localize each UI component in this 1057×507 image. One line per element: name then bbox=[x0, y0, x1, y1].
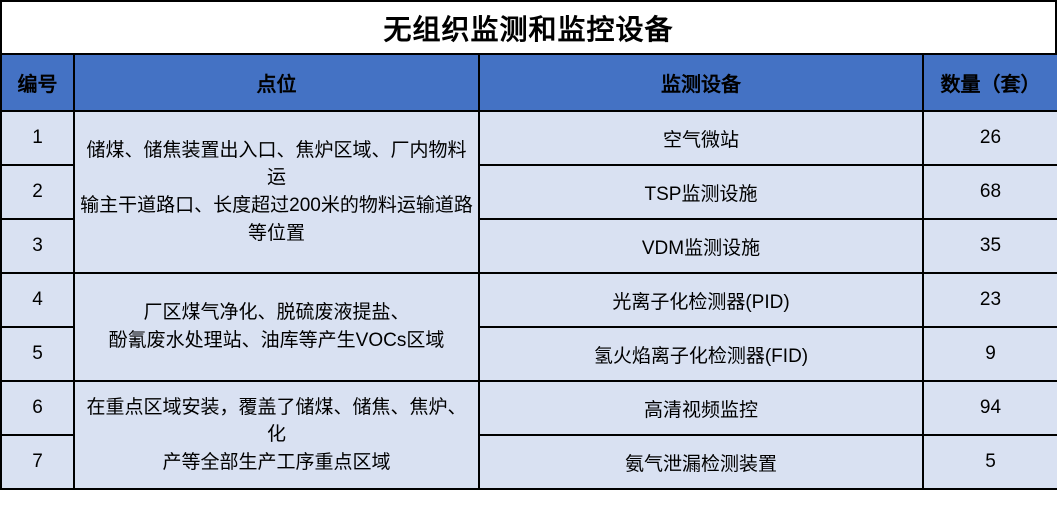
header-cell-quantity: 数量（套） bbox=[922, 53, 1057, 112]
quantity-cell: 68 bbox=[922, 164, 1057, 220]
header-cell-location: 点位 bbox=[73, 53, 480, 112]
location-cell: 储煤、储焦装置出入口、焦炉区域、厂内物料运 输主干道路口、长度超过200米的物料… bbox=[73, 110, 480, 274]
quantity-cell: 94 bbox=[922, 380, 1057, 436]
device-cell: 高清视频监控 bbox=[478, 380, 924, 436]
table-row: 7 氨气泄漏检测装置 5 bbox=[0, 434, 1057, 490]
device-cell: 氢火焰离子化检测器(FID) bbox=[478, 326, 924, 382]
device-cell: TSP监测设施 bbox=[478, 164, 924, 220]
location-cell: 厂区煤气净化、脱硫废液提盐、 酚氰废水处理站、油库等产生VOCs区域 bbox=[73, 272, 480, 382]
device-cell: 空气微站 bbox=[478, 110, 924, 166]
quantity-cell: 35 bbox=[922, 218, 1057, 274]
document-sheet: 无组织监测和监控设备 编号 点位 监测设备 数量（套） 1 储煤、储焦装置出入口、… bbox=[0, 0, 1057, 490]
location-cell: 在重点区域安装，覆盖了储煤、储焦、焦炉、化 产等全部生产工序重点区域 bbox=[73, 380, 480, 490]
row-number-cell: 1 bbox=[0, 110, 75, 166]
quantity-cell: 26 bbox=[922, 110, 1057, 166]
device-cell: 光离子化检测器(PID) bbox=[478, 272, 924, 328]
row-number-cell: 6 bbox=[0, 380, 75, 436]
row-number-cell: 4 bbox=[0, 272, 75, 328]
table-header-row: 编号 点位 监测设备 数量（套） bbox=[0, 53, 1057, 112]
row-number-cell: 2 bbox=[0, 164, 75, 220]
device-cell: VDM监测设施 bbox=[478, 218, 924, 274]
header-cell-device: 监测设备 bbox=[478, 53, 924, 112]
quantity-cell: 5 bbox=[922, 434, 1057, 490]
header-cell-number: 编号 bbox=[0, 53, 75, 112]
page-title: 无组织监测和监控设备 bbox=[0, 0, 1057, 53]
equipment-table: 编号 点位 监测设备 数量（套） 1 储煤、储焦装置出入口、焦炉区域、厂内物料运 … bbox=[0, 53, 1057, 490]
row-number-cell: 7 bbox=[0, 434, 75, 490]
quantity-cell: 9 bbox=[922, 326, 1057, 382]
table-row: 2 TSP监测设施 68 bbox=[0, 164, 1057, 220]
table-header: 编号 点位 监测设备 数量（套） bbox=[0, 53, 1057, 112]
row-number-cell: 5 bbox=[0, 326, 75, 382]
table-row: 4 厂区煤气净化、脱硫废液提盐、 酚氰废水处理站、油库等产生VOCs区域 光离子化检… bbox=[0, 272, 1057, 382]
table-row: 3 VDM监测设施 35 bbox=[0, 218, 1057, 274]
row-number-cell: 3 bbox=[0, 218, 75, 274]
table-row: 5 氢火焰离子化检测器(FID) 9 bbox=[0, 326, 1057, 382]
quantity-cell: 23 bbox=[922, 272, 1057, 328]
table-row: 1 储煤、储焦装置出入口、焦炉区域、厂内物料运 输主干道路口、长度超过200米的物… bbox=[0, 110, 1057, 274]
device-cell: 氨气泄漏检测装置 bbox=[478, 434, 924, 490]
table-body: 1 储煤、储焦装置出入口、焦炉区域、厂内物料运 输主干道路口、长度超过200米的物… bbox=[0, 110, 1057, 490]
table-row: 6 在重点区域安装，覆盖了储煤、储焦、焦炉、化 产等全部生产工序重点区域 高清视频监… bbox=[0, 380, 1057, 490]
